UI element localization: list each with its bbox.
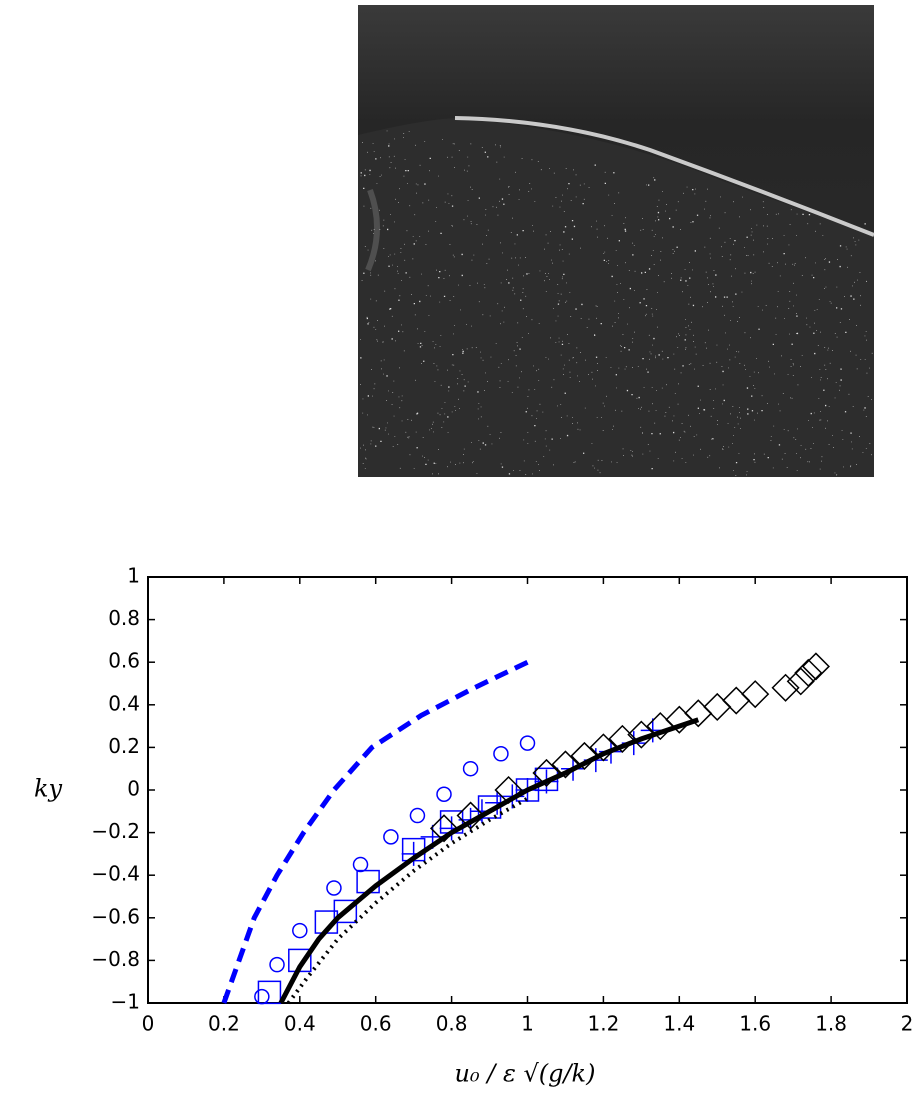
marker-diamond [801, 652, 830, 681]
x-tick-label: 1.2 [587, 1012, 619, 1036]
marker-diamond [741, 680, 770, 709]
wave-crest [454, 116, 875, 237]
marker-circle [269, 956, 285, 973]
wave-body [358, 118, 874, 477]
x-tick-label: 1.6 [739, 1012, 771, 1036]
y-tick-label: −0.2 [91, 819, 140, 843]
series-line [286, 796, 529, 1005]
y-tick-label: −0.4 [91, 862, 140, 886]
marker-circle [383, 829, 399, 845]
y-tick-label: 0.6 [108, 649, 140, 673]
y-axis-label: ky [34, 775, 63, 803]
y-tick-label: 0 [127, 777, 140, 801]
y-tick-label: −1 [111, 990, 140, 1014]
marker-square [333, 899, 358, 924]
marker-diamond [627, 720, 656, 749]
marker-diamond [608, 724, 637, 753]
marker-circle [254, 988, 270, 1005]
x-tick-label: 1 [521, 1012, 534, 1036]
marker-circle [292, 922, 308, 939]
marker-circle [462, 760, 479, 777]
marker-diamond [570, 741, 599, 770]
marker-circle [519, 735, 536, 751]
series-line [221, 659, 529, 1004]
y-tick-label: 0.4 [108, 691, 140, 715]
y-tick-label: 1 [127, 564, 140, 588]
marker-diamond [786, 667, 815, 696]
x-tick-label: 1.8 [815, 1012, 847, 1036]
marker-diamond [429, 814, 459, 843]
marker-circle [409, 807, 426, 824]
x-axis-label: u₀ / ε √(g/k) [455, 1060, 596, 1088]
marker-diamond [794, 658, 823, 687]
x-tick-label: 0.8 [436, 1012, 468, 1036]
marker-diamond [532, 758, 561, 788]
series-line [278, 717, 700, 1005]
y-tick-label: −0.8 [91, 947, 140, 971]
y-tick-label: −0.6 [91, 904, 140, 928]
marker-circle [326, 880, 342, 896]
marker-circle [352, 856, 369, 873]
marker-diamond [551, 750, 580, 779]
x-tick-label: 0.4 [284, 1012, 316, 1036]
marker-circle [493, 746, 509, 762]
marker-square [257, 980, 282, 1005]
reflection [365, 188, 380, 272]
x-tick-label: 1.4 [663, 1012, 695, 1036]
x-tick-label: 2 [901, 1012, 914, 1036]
marker-circle [436, 786, 452, 803]
marker-diamond [771, 673, 800, 702]
marker-diamond [456, 801, 485, 830]
x-tick-label: 0.6 [360, 1012, 392, 1036]
y-tick-label: 0.8 [108, 606, 140, 630]
x-tick-label: 0 [142, 1012, 155, 1036]
x-tick-label: 0.2 [208, 1012, 240, 1036]
y-tick-label: 0.2 [108, 734, 140, 758]
marker-diamond [589, 733, 618, 762]
photo [358, 5, 875, 477]
